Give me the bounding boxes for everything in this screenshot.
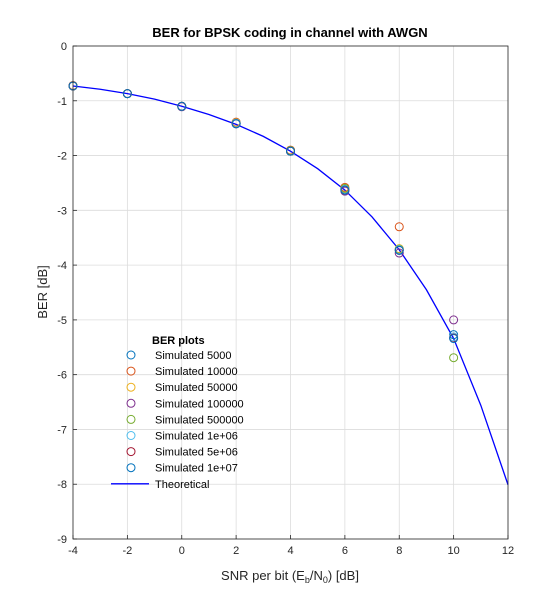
chart-title: BER for BPSK coding in channel with AWGN: [152, 25, 427, 40]
legend-label: Simulated 500000: [155, 414, 244, 426]
legend-marker: [126, 414, 136, 424]
legend-label: Simulated 5000: [155, 350, 231, 362]
x-axis-label: SNR per bit (Eb/N0) [dB]: [221, 568, 359, 585]
x-tick-label: 10: [448, 545, 460, 557]
legend-marker: [126, 350, 136, 360]
y-axis-label: BER [dB]: [35, 265, 50, 318]
y-tick-label: -3: [57, 205, 67, 217]
legend-label: Simulated 50000: [155, 382, 238, 394]
legend-marker: [126, 431, 136, 440]
legend-marker: [126, 366, 136, 376]
x-tick-label: -4: [68, 545, 78, 557]
theoretical-curve-layer: [72, 85, 509, 485]
legend-label: Theoretical: [155, 479, 209, 491]
data-point-series-1: [449, 330, 459, 340]
legend-label: Simulated 1e+07: [155, 463, 238, 475]
legend-marker: [126, 447, 136, 457]
y-tick-label: -8: [57, 479, 67, 491]
legend-label: Simulated 5e+06: [155, 447, 238, 459]
data-point-series-8: [177, 101, 187, 111]
x-axis-label-sub-b: b: [305, 575, 310, 585]
y-tick-label: -9: [57, 534, 67, 546]
x-axis-label-main: SNR per bit (E: [221, 568, 305, 583]
axis-ticks: -4 -2 0 2 4 6 8 10 12 0 -1 -2 -3 -4 -5 -6 -7 -8 -9: [57, 41, 514, 557]
data-point-series-5: [449, 353, 459, 363]
x-tick-label: -2: [122, 545, 132, 557]
legend-label: Simulated 1e+06: [155, 431, 238, 443]
y-tick-label: -2: [57, 151, 67, 163]
y-tick-label: -7: [57, 424, 67, 436]
legend-marker: [126, 398, 136, 408]
x-axis-label-tail: ) [dB]: [328, 568, 359, 583]
x-tick-label: 8: [396, 545, 402, 557]
data-point-series-8: [286, 146, 295, 156]
x-axis-label-sub-0: 0: [323, 575, 328, 585]
legend-marker: [126, 382, 136, 392]
data-point-series-8: [231, 119, 241, 129]
x-tick-label: 4: [287, 545, 293, 557]
legend-marker: [126, 463, 136, 473]
y-tick-label: 0: [61, 41, 67, 53]
x-tick-label: 2: [233, 545, 239, 557]
x-axis-label-mid: /N: [310, 568, 323, 583]
y-tick-label: -6: [57, 370, 67, 382]
data-point-series-8: [394, 245, 404, 255]
y-tick-label: -1: [57, 96, 67, 108]
theoretical-curve: [72, 85, 509, 485]
y-tick-label: -5: [57, 315, 67, 327]
legend-entries: Simulated 5000 Simulated 10000 Simulated 5…: [111, 350, 244, 491]
legend-title: BER plots: [152, 335, 205, 347]
data-point-series-8: [449, 334, 459, 344]
x-tick-label: 0: [179, 545, 185, 557]
legend-label: Simulated 10000: [155, 366, 238, 378]
data-point-series-8: [340, 185, 350, 195]
data-point-series-4: [449, 315, 459, 325]
data-point-series-8: [122, 89, 132, 99]
y-tick-label: -4: [57, 260, 67, 272]
data-point-series-2: [394, 222, 404, 232]
x-tick-label: 12: [502, 545, 514, 557]
x-tick-label: 6: [342, 545, 348, 557]
legend-label: Simulated 100000: [155, 398, 244, 410]
data-point-series-4: [394, 248, 404, 258]
